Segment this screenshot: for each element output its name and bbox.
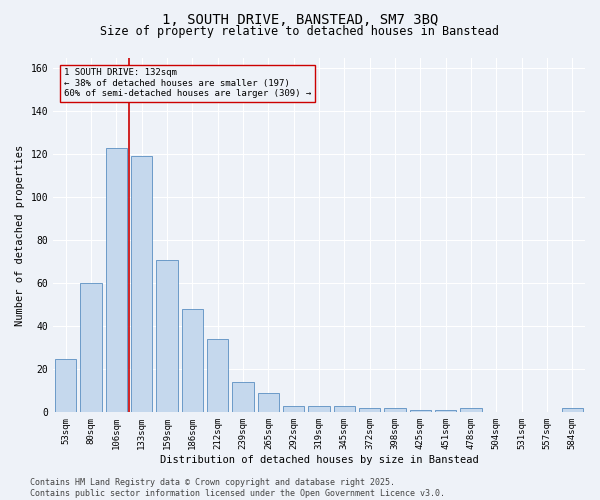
Bar <box>435 410 457 412</box>
Bar <box>106 148 127 412</box>
Text: Contains HM Land Registry data © Crown copyright and database right 2025.
Contai: Contains HM Land Registry data © Crown c… <box>30 478 445 498</box>
Bar <box>182 309 203 412</box>
Bar <box>384 408 406 412</box>
Bar <box>131 156 152 412</box>
Text: 1 SOUTH DRIVE: 132sqm
← 38% of detached houses are smaller (197)
60% of semi-det: 1 SOUTH DRIVE: 132sqm ← 38% of detached … <box>64 68 311 98</box>
Bar <box>55 358 76 412</box>
Bar <box>283 406 304 412</box>
Bar <box>410 410 431 412</box>
Bar <box>562 408 583 412</box>
Text: Size of property relative to detached houses in Banstead: Size of property relative to detached ho… <box>101 25 499 38</box>
Bar <box>156 260 178 412</box>
X-axis label: Distribution of detached houses by size in Banstead: Distribution of detached houses by size … <box>160 455 478 465</box>
Bar <box>232 382 254 412</box>
Bar <box>257 393 279 412</box>
Bar <box>460 408 482 412</box>
Bar <box>80 284 102 412</box>
Bar <box>308 406 330 412</box>
Text: 1, SOUTH DRIVE, BANSTEAD, SM7 3BQ: 1, SOUTH DRIVE, BANSTEAD, SM7 3BQ <box>162 12 438 26</box>
Y-axis label: Number of detached properties: Number of detached properties <box>15 144 25 326</box>
Bar <box>207 339 229 412</box>
Bar <box>334 406 355 412</box>
Bar <box>359 408 380 412</box>
